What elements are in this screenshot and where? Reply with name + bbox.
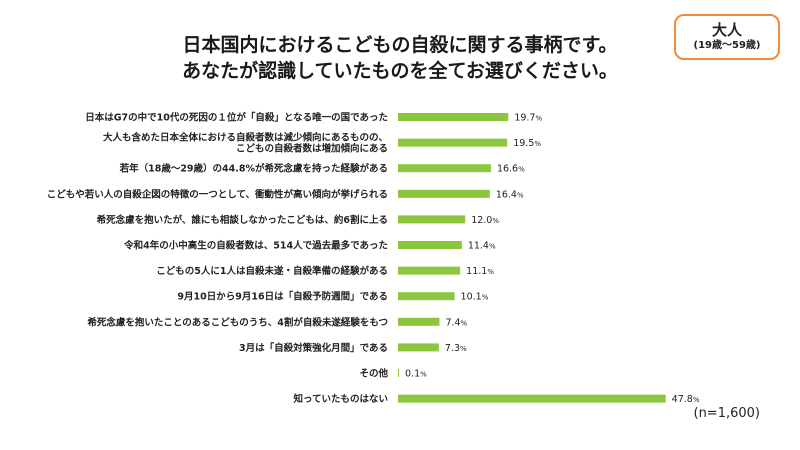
- bar: [398, 113, 509, 121]
- category-label-line: 希死念慮を抱いたが、誰にも相談しなかったこどもは、約6割に上る: [97, 214, 388, 226]
- badge-main-label: 大人: [711, 21, 742, 39]
- category-label-line: 日本はG7の中で10代の死因の１位が「自殺」となる唯一の国であった: [85, 112, 388, 124]
- category-label: 令和4年の小中高生の自殺者数は、514人で過去最多であった: [123, 240, 388, 252]
- bar-row: 希死念慮を抱いたが、誰にも相談しなかったこどもは、約6割に上る 12.0%: [97, 214, 500, 226]
- value-unit: %: [460, 345, 467, 353]
- value-number: 7.3: [445, 343, 460, 354]
- value-unit: %: [489, 243, 496, 251]
- title-line-1: 日本国内におけるこどもの自殺に関する事柄です。: [182, 34, 618, 56]
- value-label: 10.1%: [461, 292, 489, 303]
- bar: [398, 394, 666, 403]
- category-label: 希死念慮を抱いたことのあるこどものうち、4割が自殺未遂経験をもつ: [87, 316, 388, 328]
- category-label-line: こどもの自殺者数は増加傾向にある: [236, 143, 388, 155]
- bar-row: 9月10日から9月16日は「自殺予防週間」である 10.1%: [177, 291, 488, 303]
- value-number: 11.4: [468, 241, 489, 252]
- bar: [398, 241, 462, 249]
- bar: [398, 317, 440, 326]
- category-label: 知っていたものはない: [292, 393, 388, 405]
- bar-row: 大人も含めた日本全体における自殺者数は減少傾向にあるものの、こどもの自殺者数は増…: [103, 132, 541, 155]
- category-label-line: その他: [359, 368, 388, 380]
- value-number: 12.0: [471, 215, 492, 226]
- category-label-line: 若年（18歳～29歳）の44.8%が希死念慮を持った経験がある: [119, 163, 388, 175]
- bar: [398, 164, 491, 173]
- category-label: 9月10日から9月16日は「自殺予防週間」である: [177, 291, 388, 303]
- value-label: 11.1%: [466, 266, 494, 277]
- sample-size-note: (n=1,600): [693, 406, 761, 421]
- bar: [398, 138, 508, 147]
- value-number: 10.1: [461, 292, 482, 303]
- bar-row: その他 0.1%: [359, 368, 427, 380]
- value-label: 16.6%: [497, 164, 525, 175]
- bar-row: こどもや若い人の自殺企図の特徴の一つとして、衝動性が高い傾向が挙げられる 16.4…: [47, 188, 524, 200]
- title-line-2: あなたが認識していたものを全てお選びください。: [182, 60, 618, 82]
- category-label: 日本はG7の中で10代の死因の１位が「自殺」となる唯一の国であった: [85, 112, 388, 124]
- value-number: 7.4: [445, 317, 460, 328]
- category-label-line: 3月は「自殺対策強化月間」である: [239, 342, 388, 354]
- category-label: 3月は「自殺対策強化月間」である: [239, 342, 388, 354]
- bar: [398, 369, 399, 377]
- value-label: 19.5%: [513, 138, 541, 149]
- respondent-group-badge: 大人 (19歳～59歳): [674, 14, 780, 60]
- value-unit: %: [487, 268, 494, 276]
- value-label: 7.4%: [445, 317, 467, 328]
- bar-row: 希死念慮を抱いたことのあるこどものうち、4割が自殺未遂経験をもつ 7.4%: [87, 316, 467, 328]
- bar: [398, 343, 439, 352]
- category-label-line: 大人も含めた日本全体における自殺者数は減少傾向にあるものの、: [103, 132, 388, 144]
- value-unit: %: [420, 371, 427, 379]
- category-label-line: 令和4年の小中高生の自殺者数は、514人で過去最多であった: [123, 240, 388, 252]
- value-label: 19.7%: [514, 113, 542, 124]
- value-label: 11.4%: [468, 241, 496, 252]
- value-label: 12.0%: [471, 215, 499, 226]
- value-unit: %: [518, 166, 525, 174]
- bar-row: 若年（18歳～29歳）の44.8%が希死念慮を持った経験がある 16.6%: [119, 163, 526, 175]
- value-label: 47.8%: [672, 394, 700, 405]
- value-label: 7.3%: [445, 343, 467, 354]
- value-unit: %: [482, 294, 489, 302]
- value-number: 0.1: [405, 369, 420, 380]
- value-number: 16.4: [496, 189, 517, 200]
- chart-title: 日本国内におけるこどもの自殺に関する事柄です。 あなたが認識していたものを全てお…: [0, 32, 800, 84]
- value-number: 19.7: [514, 113, 535, 124]
- bar: [398, 292, 455, 301]
- category-label-line: 希死念慮を抱いたことのあるこどものうち、4割が自殺未遂経験をもつ: [87, 316, 388, 328]
- value-unit: %: [534, 140, 541, 148]
- badge-sub-label: (19歳～59歳): [693, 40, 761, 51]
- value-number: 16.6: [497, 164, 518, 175]
- category-label-line: 知っていたものはない: [292, 393, 388, 405]
- value-unit: %: [693, 396, 700, 404]
- value-unit: %: [461, 319, 468, 327]
- bar-row: 日本はG7の中で10代の死因の１位が「自殺」となる唯一の国であった 19.7%: [85, 112, 542, 124]
- category-label-line: 9月10日から9月16日は「自殺予防週間」である: [177, 291, 388, 303]
- category-label: その他: [359, 368, 388, 380]
- category-label: こどもの5人に1人は自殺未遂・自殺準備の経験がある: [156, 265, 388, 277]
- bar: [398, 215, 466, 224]
- category-label: 若年（18歳～29歳）の44.8%が希死念慮を持った経験がある: [119, 163, 388, 175]
- bar-row: 知っていたものはない 47.8%: [292, 393, 699, 405]
- bar-row: 令和4年の小中高生の自殺者数は、514人で過去最多であった 11.4%: [123, 240, 496, 252]
- category-label: 希死念慮を抱いたが、誰にも相談しなかったこどもは、約6割に上る: [97, 214, 388, 226]
- value-number: 19.5: [513, 138, 534, 149]
- category-label-line: こどもの5人に1人は自殺未遂・自殺準備の経験がある: [156, 265, 388, 277]
- value-label: 16.4%: [496, 189, 524, 200]
- category-label-line: こどもや若い人の自殺企図の特徴の一つとして、衝動性が高い傾向が挙げられる: [47, 188, 388, 200]
- value-number: 11.1: [466, 266, 487, 277]
- value-unit: %: [517, 191, 524, 199]
- bar: [398, 189, 490, 198]
- bar-row: こどもの5人に1人は自殺未遂・自殺準備の経験がある 11.1%: [156, 265, 494, 277]
- bar: [398, 266, 461, 275]
- value-number: 47.8: [672, 394, 693, 405]
- category-label: こどもや若い人の自殺企図の特徴の一つとして、衝動性が高い傾向が挙げられる: [47, 188, 388, 200]
- category-label: 大人も含めた日本全体における自殺者数は減少傾向にあるものの、こどもの自殺者数は増…: [103, 132, 388, 155]
- value-unit: %: [492, 217, 499, 225]
- bar-row: 3月は「自殺対策強化月間」である 7.3%: [239, 342, 467, 354]
- value-unit: %: [535, 115, 542, 123]
- value-label: 0.1%: [405, 369, 427, 380]
